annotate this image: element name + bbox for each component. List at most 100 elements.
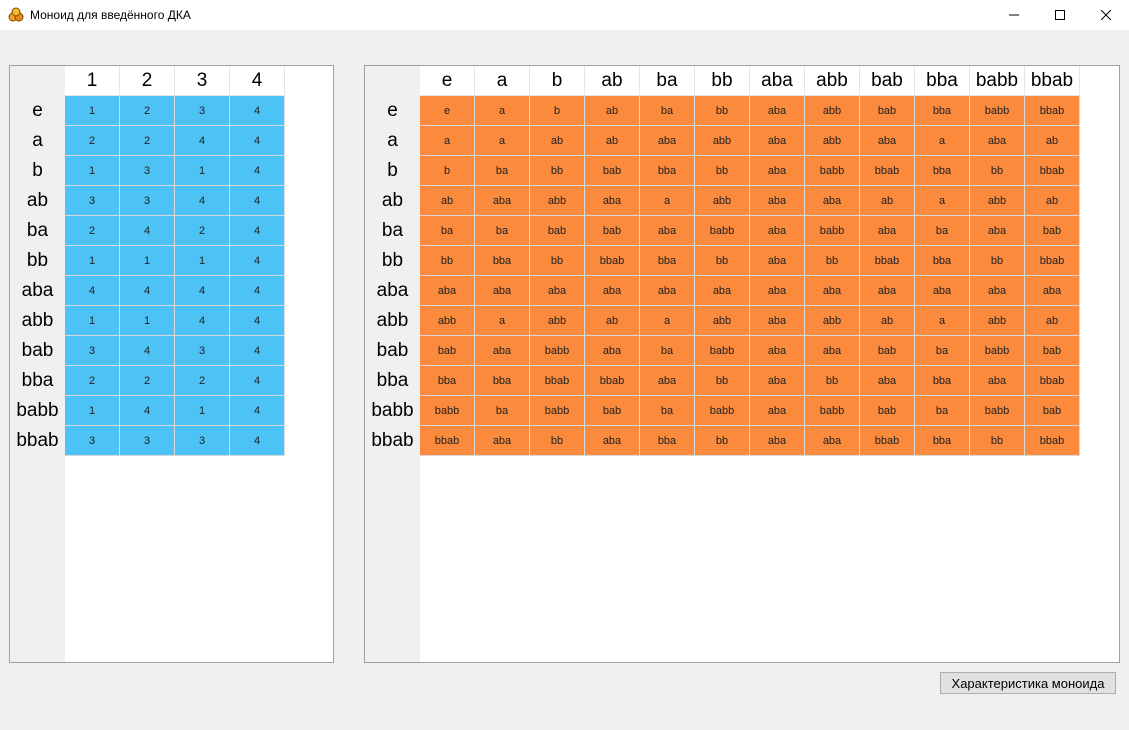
cayley-table-cell[interactable]: aba: [585, 276, 640, 306]
transition-table-cell[interactable]: 1: [65, 396, 120, 426]
transition-table-cell[interactable]: 1: [65, 306, 120, 336]
cayley-table-cell[interactable]: a: [475, 306, 530, 336]
transition-table-cell[interactable]: 4: [230, 336, 285, 366]
cayley-table-cell[interactable]: aba: [750, 426, 805, 456]
cayley-table-cell[interactable]: abb: [805, 306, 860, 336]
cayley-table-row-header[interactable]: ab: [365, 186, 420, 216]
transition-table-cell[interactable]: 1: [65, 246, 120, 276]
cayley-table-cell[interactable]: aba: [1025, 276, 1080, 306]
cayley-table-cell[interactable]: aba: [585, 426, 640, 456]
cayley-table-cell[interactable]: bba: [640, 156, 695, 186]
cayley-table-cell[interactable]: aba: [750, 246, 805, 276]
transition-table-cell[interactable]: 4: [175, 276, 230, 306]
cayley-table-cell[interactable]: bba: [915, 156, 970, 186]
transition-table-cell[interactable]: 2: [65, 216, 120, 246]
cayley-table-row-header[interactable]: ba: [365, 216, 420, 246]
cayley-table-cell[interactable]: abb: [695, 126, 750, 156]
transition-table-row-header[interactable]: ba: [10, 216, 65, 246]
cayley-table-cell[interactable]: aba: [475, 276, 530, 306]
cayley-table-cell[interactable]: a: [915, 126, 970, 156]
cayley-table-cell[interactable]: bab: [860, 336, 915, 366]
cayley-table-cell[interactable]: bb: [695, 426, 750, 456]
transition-table-row-header[interactable]: ab: [10, 186, 65, 216]
cayley-table-cell[interactable]: aba: [750, 396, 805, 426]
transition-table-column-header[interactable]: 2: [120, 66, 175, 96]
transition-table-row-header[interactable]: a: [10, 126, 65, 156]
minimize-button[interactable]: [991, 0, 1037, 30]
cayley-table-cell[interactable]: bba: [475, 366, 530, 396]
cayley-table-cell[interactable]: aba: [640, 126, 695, 156]
cayley-table-cell[interactable]: ba: [640, 396, 695, 426]
transition-table-cell[interactable]: 3: [175, 426, 230, 456]
cayley-table-cell[interactable]: ba: [915, 216, 970, 246]
transition-table-cell[interactable]: 3: [120, 156, 175, 186]
cayley-table-cell[interactable]: aba: [805, 186, 860, 216]
transition-table-row-header[interactable]: babb: [10, 396, 65, 426]
transition-table-cell[interactable]: 4: [230, 366, 285, 396]
transition-table-cell[interactable]: 4: [230, 216, 285, 246]
cayley-table-cell[interactable]: ba: [475, 396, 530, 426]
transition-table-cell[interactable]: 3: [175, 96, 230, 126]
cayley-table-cell[interactable]: bb: [530, 156, 585, 186]
cayley-table-cell[interactable]: ba: [915, 396, 970, 426]
transition-table-cell[interactable]: 4: [175, 126, 230, 156]
cayley-table-cell[interactable]: babb: [970, 396, 1025, 426]
cayley-table-cell[interactable]: bb: [970, 426, 1025, 456]
transition-table-cell[interactable]: 3: [120, 186, 175, 216]
cayley-table-cell[interactable]: bb: [970, 246, 1025, 276]
transition-table-cell[interactable]: 1: [175, 396, 230, 426]
cayley-table-column-header[interactable]: aba: [750, 66, 805, 96]
cayley-table-cell[interactable]: bbab: [1025, 246, 1080, 276]
cayley-table-cell[interactable]: ab: [585, 306, 640, 336]
cayley-table-row-header[interactable]: bbab: [365, 426, 420, 456]
transition-table-row-header[interactable]: bba: [10, 366, 65, 396]
cayley-table-cell[interactable]: aba: [805, 336, 860, 366]
transition-table-cell[interactable]: 1: [175, 246, 230, 276]
transition-table-cell[interactable]: 4: [175, 306, 230, 336]
cayley-table-cell[interactable]: aba: [750, 156, 805, 186]
cayley-table-cell[interactable]: bba: [640, 426, 695, 456]
transition-table-row-header[interactable]: bb: [10, 246, 65, 276]
cayley-table-cell[interactable]: abb: [420, 306, 475, 336]
cayley-table-row-header[interactable]: babb: [365, 396, 420, 426]
cayley-table-cell[interactable]: bb: [695, 246, 750, 276]
transition-table-cell[interactable]: 1: [120, 306, 175, 336]
cayley-table-cell[interactable]: aba: [970, 276, 1025, 306]
cayley-table-cell[interactable]: bbab: [1025, 96, 1080, 126]
cayley-table-cell[interactable]: bba: [915, 426, 970, 456]
cayley-table-cell[interactable]: a: [915, 186, 970, 216]
cayley-table-cell[interactable]: bb: [420, 246, 475, 276]
cayley-table-cell[interactable]: bb: [695, 96, 750, 126]
cayley-table-cell[interactable]: bb: [530, 426, 585, 456]
cayley-table-cell[interactable]: bba: [915, 96, 970, 126]
transition-table-cell[interactable]: 1: [65, 156, 120, 186]
cayley-table-cell[interactable]: bab: [585, 216, 640, 246]
cayley-table-cell[interactable]: bba: [915, 366, 970, 396]
cayley-table-cell[interactable]: babb: [805, 216, 860, 246]
transition-table-cell[interactable]: 3: [65, 336, 120, 366]
transition-table-row-header[interactable]: abb: [10, 306, 65, 336]
cayley-table-cell[interactable]: bbab: [420, 426, 475, 456]
cayley-table-cell[interactable]: ab: [860, 306, 915, 336]
cayley-table-cell[interactable]: aba: [475, 186, 530, 216]
cayley-table-cell[interactable]: bbab: [860, 156, 915, 186]
cayley-table-cell[interactable]: bab: [1025, 336, 1080, 366]
cayley-table-cell[interactable]: ab: [1025, 306, 1080, 336]
transition-table-cell[interactable]: 4: [230, 396, 285, 426]
cayley-table-cell[interactable]: bb: [695, 366, 750, 396]
transition-table-cell[interactable]: 3: [65, 426, 120, 456]
cayley-table-column-header[interactable]: ba: [640, 66, 695, 96]
cayley-table-cell[interactable]: a: [915, 306, 970, 336]
cayley-table-cell[interactable]: bb: [805, 366, 860, 396]
cayley-table-cell[interactable]: aba: [640, 366, 695, 396]
cayley-table-cell[interactable]: ab: [585, 96, 640, 126]
cayley-table-cell[interactable]: bbab: [1025, 366, 1080, 396]
transition-table-cell[interactable]: 3: [120, 426, 175, 456]
transition-table-cell[interactable]: 1: [65, 96, 120, 126]
cayley-table-row-header[interactable]: e: [365, 96, 420, 126]
transition-table-cell[interactable]: 4: [175, 186, 230, 216]
transition-table-cell[interactable]: 4: [230, 156, 285, 186]
cayley-table-cell[interactable]: aba: [420, 276, 475, 306]
cayley-table-cell[interactable]: babb: [530, 336, 585, 366]
cayley-table-cell[interactable]: bb: [805, 246, 860, 276]
